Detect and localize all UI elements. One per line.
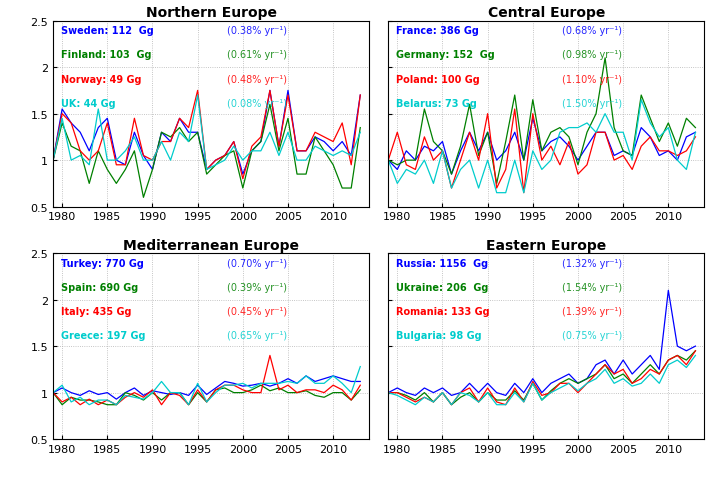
Text: Turkey: 770 Gg: Turkey: 770 Gg	[61, 258, 144, 268]
Text: (0.61% yr⁻¹): (0.61% yr⁻¹)	[227, 50, 287, 60]
Text: (0.38% yr⁻¹): (0.38% yr⁻¹)	[227, 26, 287, 36]
Title: Central Europe: Central Europe	[488, 6, 605, 21]
Text: (0.45% yr⁻¹): (0.45% yr⁻¹)	[227, 307, 287, 316]
Title: Mediterranean Europe: Mediterranean Europe	[123, 239, 299, 252]
Text: Bulgaria: 98 Gg: Bulgaria: 98 Gg	[396, 331, 482, 341]
Text: (0.48% yr⁻¹): (0.48% yr⁻¹)	[227, 74, 287, 84]
Text: Ukraine: 206  Gg: Ukraine: 206 Gg	[396, 282, 489, 292]
Text: (0.68% yr⁻¹): (0.68% yr⁻¹)	[562, 26, 622, 36]
Text: Norway: 49 Gg: Norway: 49 Gg	[61, 74, 142, 84]
Text: Germany: 152  Gg: Germany: 152 Gg	[396, 50, 495, 60]
Text: (0.70% yr⁻¹): (0.70% yr⁻¹)	[227, 258, 287, 268]
Text: (1.39% yr⁻¹): (1.39% yr⁻¹)	[562, 307, 622, 316]
Title: Northern Europe: Northern Europe	[146, 6, 277, 21]
Text: Russia: 1156  Gg: Russia: 1156 Gg	[396, 258, 489, 268]
Text: Belarus: 73 Gg: Belarus: 73 Gg	[396, 98, 477, 108]
Text: (0.98% yr⁻¹): (0.98% yr⁻¹)	[562, 50, 622, 60]
Text: Romania: 133 Gg: Romania: 133 Gg	[396, 307, 490, 316]
Text: (0.39% yr⁻¹): (0.39% yr⁻¹)	[227, 282, 287, 292]
Text: (1.10% yr⁻¹): (1.10% yr⁻¹)	[562, 74, 622, 84]
Text: Sweden: 112  Gg: Sweden: 112 Gg	[61, 26, 154, 36]
Text: (1.50% yr⁻¹): (1.50% yr⁻¹)	[562, 98, 622, 108]
Text: (0.08% yr⁻¹): (0.08% yr⁻¹)	[227, 98, 287, 108]
Text: (0.75% yr⁻¹): (0.75% yr⁻¹)	[562, 331, 622, 341]
Text: France: 386 Gg: France: 386 Gg	[396, 26, 479, 36]
Text: (0.65% yr⁻¹): (0.65% yr⁻¹)	[227, 331, 287, 341]
Text: Poland: 100 Gg: Poland: 100 Gg	[396, 74, 480, 84]
Title: Eastern Europe: Eastern Europe	[486, 239, 607, 252]
Text: UK: 44 Gg: UK: 44 Gg	[61, 98, 115, 108]
Text: Greece: 197 Gg: Greece: 197 Gg	[61, 331, 146, 341]
Text: (1.32% yr⁻¹): (1.32% yr⁻¹)	[562, 258, 622, 268]
Text: (1.54% yr⁻¹): (1.54% yr⁻¹)	[562, 282, 622, 292]
Text: Italy: 435 Gg: Italy: 435 Gg	[61, 307, 132, 316]
Text: Spain: 690 Gg: Spain: 690 Gg	[61, 282, 138, 292]
Text: Finland: 103  Gg: Finland: 103 Gg	[61, 50, 152, 60]
